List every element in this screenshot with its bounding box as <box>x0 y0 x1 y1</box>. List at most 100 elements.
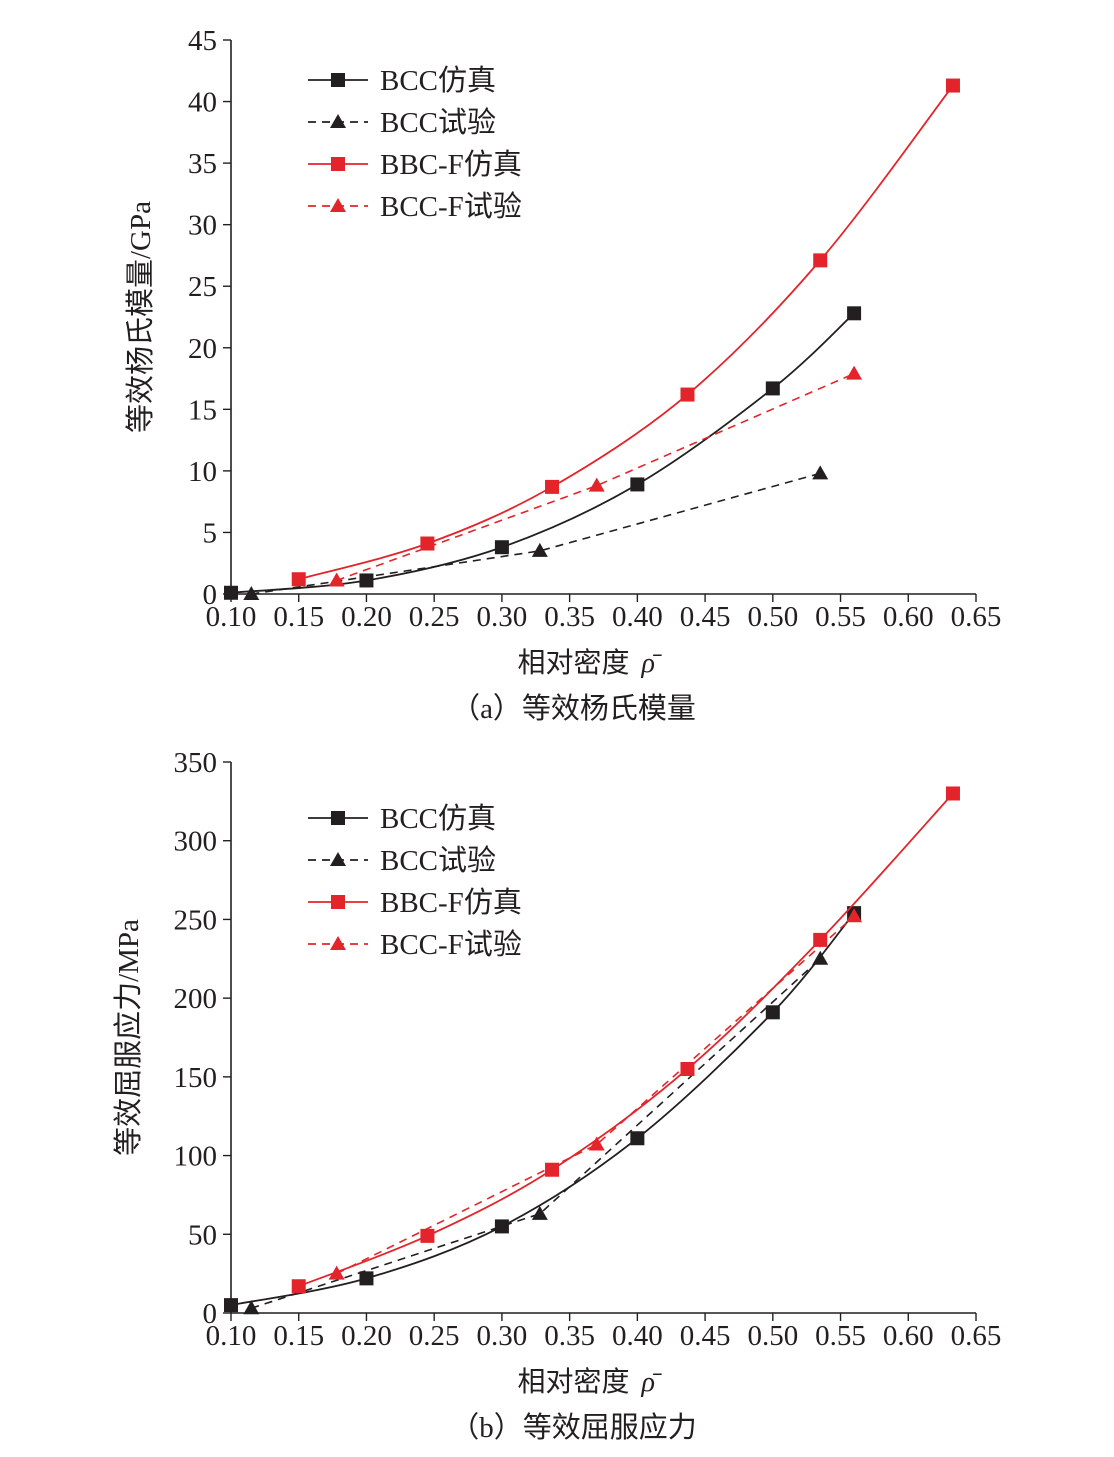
data-point <box>765 1005 780 1020</box>
legend-label: BCC-F试验 <box>380 928 522 961</box>
data-point <box>812 950 829 965</box>
data-point <box>224 1298 238 1313</box>
x-tick-label: 0.15 <box>273 1320 324 1352</box>
series-0 <box>224 906 862 1313</box>
data-point <box>328 572 345 587</box>
data-point <box>243 1300 260 1315</box>
chart-panel-b: 0 50 100 150 200 250 300 350 0.10 0.15 0.20 0.25 0.3… <box>112 747 1001 1444</box>
y-tick-label: 40 <box>188 87 217 119</box>
y-tick-label: 35 <box>188 148 217 180</box>
legend-label: BCC仿真 <box>380 802 496 835</box>
series-line <box>251 958 821 1310</box>
x-tick-label: 0.30 <box>477 601 528 633</box>
data-point <box>630 477 645 492</box>
y-tick-label: 25 <box>188 271 217 303</box>
x-tick-label: 0.30 <box>477 1320 528 1352</box>
data-point <box>420 536 435 551</box>
x-axis-symbol: ρ̄ <box>641 648 662 679</box>
x-tick-label: 0.55 <box>815 601 866 633</box>
x-tick-label: 0.25 <box>409 601 460 633</box>
chart-panel-a: 0 5 10 15 20 25 30 35 40 45 0.10 0.15 0.20 0.25 0.30 0.… <box>124 25 1001 725</box>
y-tick-label: 30 <box>188 210 217 242</box>
legend-label: BCC-F试验 <box>380 190 522 223</box>
data-point <box>765 381 780 396</box>
x-tick-label: 0.35 <box>544 601 595 633</box>
y-axis-label: 等效屈服应力/MPa <box>112 919 145 1156</box>
data-point <box>588 1136 605 1151</box>
y-tick-label: 10 <box>188 456 217 488</box>
data-point <box>813 932 828 947</box>
data-point <box>846 908 863 923</box>
y-tick-label: 250 <box>174 904 218 936</box>
y-tick-label: 150 <box>174 1062 218 1094</box>
series-1 <box>243 950 829 1315</box>
data-point <box>812 465 829 480</box>
series-2 <box>291 78 960 587</box>
x-tick-label: 0.45 <box>680 1320 731 1352</box>
x-tick-label: 0.20 <box>341 1320 392 1352</box>
y-tick-label: 350 <box>174 747 218 779</box>
y-tick-label: 50 <box>188 1219 217 1251</box>
legend-marker <box>331 895 345 909</box>
series-3 <box>328 908 863 1280</box>
x-tick-label: 0.60 <box>883 601 934 633</box>
data-point <box>847 306 862 321</box>
legend: BCC仿真 BCC试验 BBC-F仿真 BCC-F试验 <box>308 802 522 961</box>
legend-label: BCC试验 <box>380 844 496 877</box>
data-point <box>813 253 828 268</box>
series-3 <box>328 365 863 587</box>
series-1 <box>243 465 829 600</box>
data-point <box>545 479 560 494</box>
x-tick-label: 0.50 <box>747 601 798 633</box>
legend-marker <box>330 114 346 128</box>
series-line <box>336 372 855 582</box>
data-point <box>680 387 695 402</box>
data-point <box>328 1265 345 1280</box>
data-point <box>494 1219 509 1234</box>
data-point <box>291 1279 306 1294</box>
legend-label: BBC-F仿真 <box>380 886 522 919</box>
x-tick-label: 0.35 <box>544 1320 595 1352</box>
x-axis-symbol: ρ̄ <box>641 1367 662 1398</box>
y-tick-label: 200 <box>174 983 218 1015</box>
data-point <box>494 540 509 555</box>
x-tick-label: 0.40 <box>612 601 663 633</box>
series-line <box>230 912 855 1307</box>
series-2 <box>291 786 960 1294</box>
data-point <box>945 786 960 801</box>
legend-marker <box>330 852 346 866</box>
legend-label: BCC仿真 <box>380 64 496 97</box>
x-tick-label: 0.60 <box>883 1320 934 1352</box>
data-point <box>680 1061 695 1076</box>
series-line <box>336 915 855 1275</box>
figure-caption: （b）等效屈服应力 <box>450 1411 697 1444</box>
x-axis-label: 相对密度 <box>517 647 629 679</box>
x-tick-label: 0.10 <box>206 601 257 633</box>
legend-marker <box>331 73 345 87</box>
x-tick-label: 0.55 <box>815 1320 866 1352</box>
data-point <box>420 1228 435 1243</box>
y-tick-label: 0 <box>203 579 218 611</box>
x-tick-label: 0.10 <box>206 1320 257 1352</box>
figure-caption: （a）等效杨氏模量 <box>451 692 696 725</box>
data-point <box>291 572 306 587</box>
x-tick-label: 0.15 <box>273 601 324 633</box>
x-tick-label: 0.65 <box>951 601 1002 633</box>
data-point <box>243 586 260 600</box>
legend-marker <box>331 811 345 825</box>
legend-marker <box>330 198 346 212</box>
x-tick-label: 0.25 <box>409 1320 460 1352</box>
y-tick-label: 0 <box>203 1298 218 1330</box>
y-tick-label: 15 <box>188 394 217 426</box>
data-point <box>846 365 863 380</box>
legend-label: BBC-F仿真 <box>380 148 522 181</box>
data-point <box>545 1162 560 1177</box>
legend-label: BCC试验 <box>380 106 496 139</box>
x-tick-label: 0.65 <box>951 1320 1002 1352</box>
y-tick-label: 100 <box>174 1141 218 1173</box>
y-tick-label: 45 <box>188 25 217 57</box>
x-tick-label: 0.20 <box>341 601 392 633</box>
data-point <box>531 1205 548 1220</box>
data-point <box>359 573 374 588</box>
